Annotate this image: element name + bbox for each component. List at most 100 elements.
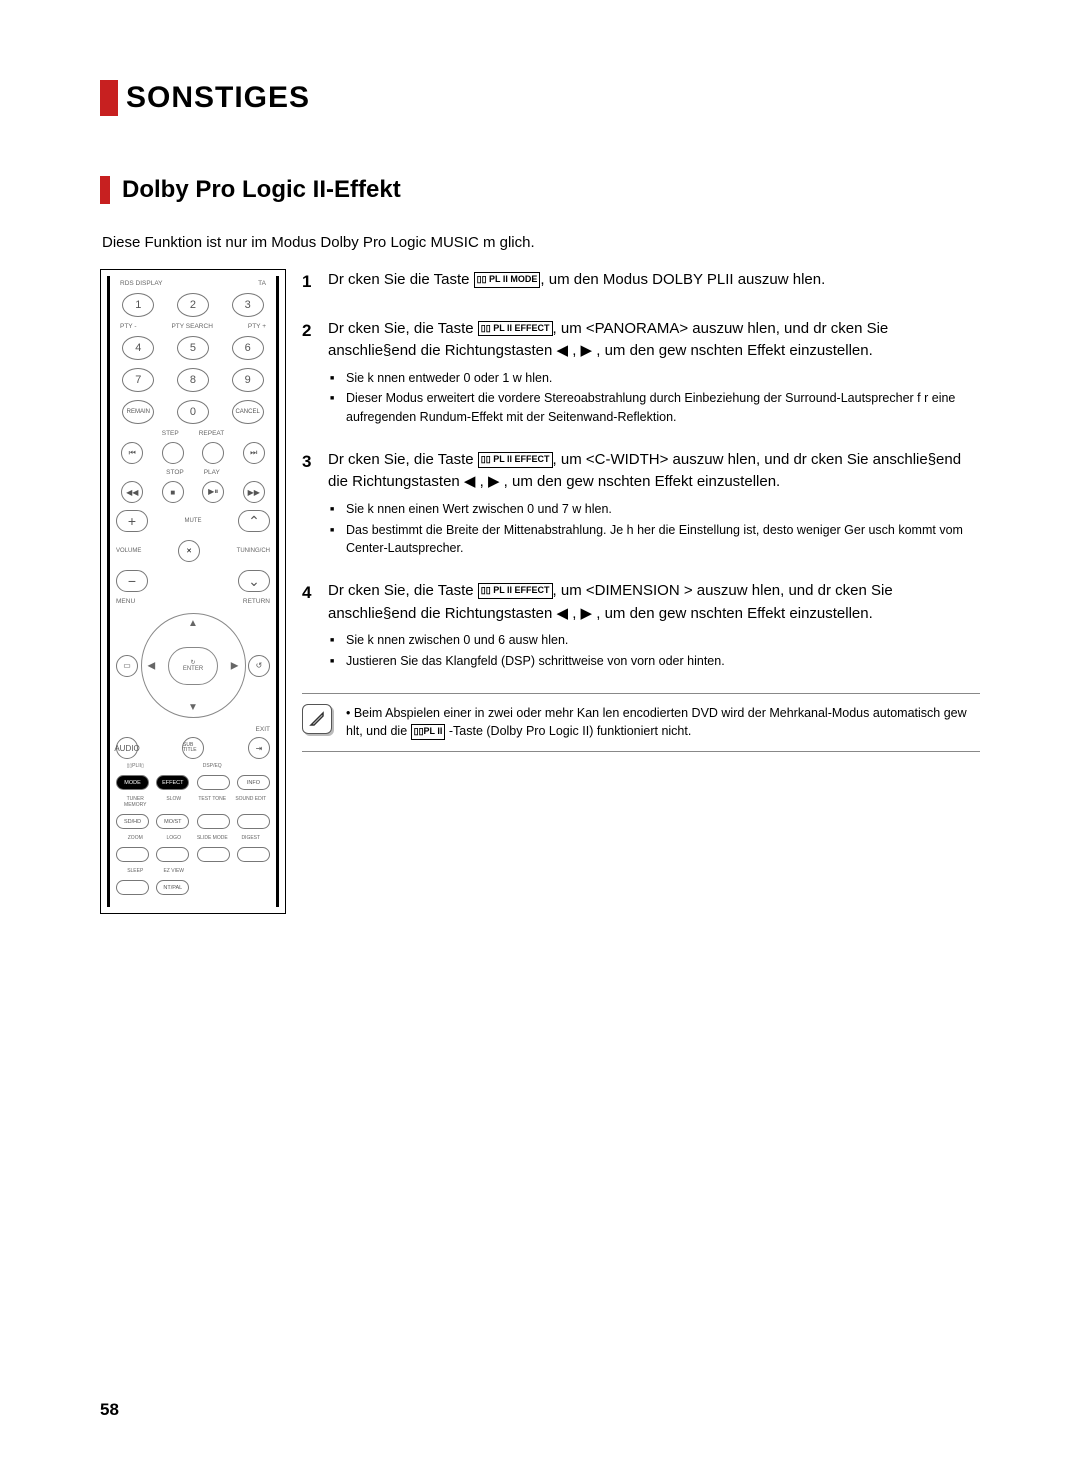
- blank-button-2: [197, 814, 230, 829]
- nav-right-icon: ▶: [231, 660, 239, 671]
- nav-up-icon: ▲: [188, 618, 198, 629]
- effect-button: EFFECT: [156, 775, 189, 790]
- mode-button: MODE: [116, 775, 149, 790]
- step-3-bullet-1: Sie k nnen einen Wert zwischen 0 und 7 w…: [346, 500, 980, 519]
- num-6-button: 6: [232, 336, 264, 360]
- num-2-button: 2: [177, 293, 209, 317]
- page-number: 58: [100, 1400, 119, 1420]
- pty-minus-label: PTY -: [120, 323, 137, 330]
- step-3: 3 Dr cken Sie, die Taste ▯▯ PL II EFFECT…: [302, 449, 980, 560]
- ntpal-button: NT/PAL: [156, 880, 189, 895]
- step-3-num: 3: [302, 449, 328, 475]
- mute-label: MUTE: [185, 518, 202, 524]
- note-text: • Beim Abspielen einer in zwei oder mehr…: [346, 704, 980, 742]
- note-icon: [302, 704, 332, 734]
- slidemode-label: SLIDE MODE: [193, 835, 232, 841]
- audio-button: AUDIO: [116, 737, 138, 759]
- sleep-button: [116, 880, 149, 895]
- volume-up-button: +: [116, 510, 148, 532]
- info-button: INFO: [237, 775, 270, 790]
- section-title: Dolby Pro Logic II-Effekt: [122, 176, 401, 204]
- num-7-button: 7: [122, 368, 154, 392]
- return-button: ↺: [248, 655, 270, 677]
- menu-button: ▭: [116, 655, 138, 677]
- next-track-button: ⏭: [243, 442, 265, 464]
- note-box: • Beim Abspielen einer in zwei oder mehr…: [302, 693, 980, 753]
- volume-label: VOLUME: [116, 548, 141, 554]
- dolby-effect-label-3: ▯▯ PL II EFFECT: [478, 583, 553, 599]
- rds-label: RDS DISPLAY: [120, 280, 163, 287]
- exit-button: ⇥: [248, 737, 270, 759]
- zoom-button: [116, 847, 149, 862]
- volume-down-button: −: [116, 570, 148, 592]
- step-4-bullet-2: Justieren Sie das Klangfeld (DSP) schrit…: [346, 652, 980, 671]
- num-4-button: 4: [122, 336, 154, 360]
- dolby-mode-label: ▯▯ PL II MODE: [474, 272, 541, 288]
- dolby-effect-label-1: ▯▯ PL II EFFECT: [478, 321, 553, 337]
- return-label: RETURN: [243, 598, 270, 605]
- ezview-label: EZ VIEW: [155, 868, 194, 874]
- intro-text: Diese Funktion ist nur im Modus Dolby Pr…: [102, 234, 980, 251]
- num-8-button: 8: [177, 368, 209, 392]
- prev-track-button: ⏮: [121, 442, 143, 464]
- logo-button: [156, 847, 189, 862]
- soundedit-label: SOUND EDIT: [232, 796, 271, 808]
- dolby-plii-note-label: ▯▯PL II: [411, 724, 446, 740]
- section-title-row: Dolby Pro Logic II-Effekt: [100, 176, 980, 204]
- pty-plus-label: PTY +: [248, 323, 266, 330]
- enter-button: ↻ ENTER: [168, 647, 218, 685]
- zoom-label: ZOOM: [116, 835, 155, 841]
- tune-up-button: ⌃: [238, 510, 270, 532]
- blank-button-1: [197, 775, 230, 790]
- dolby-effect-label-2: ▯▯ PL II EFFECT: [478, 452, 553, 468]
- stop-button: ■: [162, 481, 184, 503]
- blank-button-3: [237, 814, 270, 829]
- subtitle-bar: [100, 176, 110, 204]
- sdhd-button: SD/HD: [116, 814, 149, 829]
- most-button: MO/ST: [156, 814, 189, 829]
- play-pause-button: ▶⏸: [202, 481, 224, 503]
- repeat-button: [202, 442, 224, 464]
- page-title: SONSTIGES: [126, 81, 310, 115]
- subtitle-button: SUB TITLE: [182, 737, 204, 759]
- play-label: PLAY: [204, 469, 220, 476]
- step-2-text: Dr cken Sie, die Taste ▯▯ PL II EFFECT, …: [328, 318, 980, 363]
- step-3-bullet-2: Das bestimmt die Breite der Mittenabstra…: [346, 521, 980, 559]
- tuner-memory-label: TUNER MEMORY: [116, 796, 155, 808]
- step-1: 1 Dr cken Sie die Taste ▯▯ PL II MODE, u…: [302, 269, 980, 298]
- menu-label: MENU: [116, 598, 135, 605]
- page-title-row: SONSTIGES: [100, 80, 980, 116]
- cancel-button: CANCEL: [232, 400, 264, 424]
- repeat-label: REPEAT: [199, 430, 225, 437]
- rewind-button: ◀◀: [121, 481, 143, 503]
- slidemode-button: [197, 847, 230, 862]
- testtone-label: TEST TONE: [193, 796, 232, 808]
- step-3-text: Dr cken Sie, die Taste ▯▯ PL II EFFECT, …: [328, 449, 980, 494]
- logo-label: LOGO: [155, 835, 194, 841]
- step-1-text: Dr cken Sie die Taste ▯▯ PL II MODE, um …: [328, 269, 980, 292]
- step-2: 2 Dr cken Sie, die Taste ▯▯ PL II EFFECT…: [302, 318, 980, 429]
- num-5-button: 5: [177, 336, 209, 360]
- mute-button: ✕: [178, 540, 200, 562]
- step-2-num: 2: [302, 318, 328, 344]
- nav-ring: ▲ ▼ ◀ ▶ ↻ ENTER: [141, 613, 246, 718]
- nav-left-icon: ◀: [148, 660, 156, 671]
- ta-label: TA: [258, 280, 266, 287]
- remote-diagram: RDS DISPLAY TA 1 2 3 PTY - PTY SEARCH PT…: [100, 269, 286, 914]
- dspeq-label: DSP/EQ: [193, 763, 232, 769]
- nav-down-icon: ▼: [188, 702, 198, 713]
- title-bar: [100, 80, 118, 116]
- step-label: STEP: [162, 430, 179, 437]
- step-4-text: Dr cken Sie, die Taste ▯▯ PL II EFFECT, …: [328, 580, 980, 625]
- step-4-num: 4: [302, 580, 328, 606]
- slow-label: SLOW: [155, 796, 194, 808]
- step-4: 4 Dr cken Sie, die Taste ▯▯ PL II EFFECT…: [302, 580, 980, 673]
- remain-button: REMAIN: [122, 400, 154, 424]
- tune-down-button: ⌄: [238, 570, 270, 592]
- digest-label: DIGEST: [232, 835, 271, 841]
- num-0-button: 0: [177, 400, 209, 424]
- exit-label: EXIT: [256, 726, 270, 733]
- plii-label: ▯▯PLII▯: [116, 763, 155, 769]
- digest-button: [237, 847, 270, 862]
- step-2-bullet-2: Dieser Modus erweitert die vordere Stere…: [346, 389, 980, 427]
